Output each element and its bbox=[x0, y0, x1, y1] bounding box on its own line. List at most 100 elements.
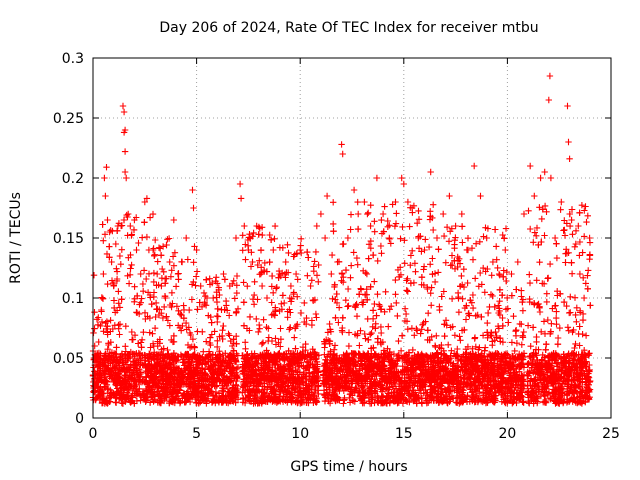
data-point bbox=[576, 252, 583, 259]
data-point bbox=[561, 226, 568, 234]
data-point bbox=[395, 337, 402, 345]
data-point bbox=[548, 320, 555, 327]
data-point bbox=[500, 267, 507, 274]
x-tick-label: 10 bbox=[291, 426, 309, 442]
data-point bbox=[533, 232, 540, 239]
data-point bbox=[415, 216, 423, 223]
data-point bbox=[239, 247, 246, 254]
data-point bbox=[146, 329, 153, 336]
data-point bbox=[448, 347, 455, 354]
data-point bbox=[460, 266, 467, 273]
data-point bbox=[536, 259, 543, 266]
data-point bbox=[518, 341, 525, 348]
data-point bbox=[122, 323, 129, 330]
data-point bbox=[369, 323, 376, 330]
data-point bbox=[508, 339, 516, 346]
data-point bbox=[214, 313, 222, 320]
data-point bbox=[564, 324, 572, 331]
data-point bbox=[495, 302, 502, 309]
data-point bbox=[118, 246, 125, 253]
data-point bbox=[502, 225, 510, 232]
data-point bbox=[442, 317, 450, 324]
data-point bbox=[260, 316, 267, 323]
data-point bbox=[512, 332, 520, 339]
data-point bbox=[242, 241, 249, 248]
data-point bbox=[397, 347, 405, 354]
data-point bbox=[345, 302, 352, 309]
data-point bbox=[540, 280, 548, 287]
data-point bbox=[329, 295, 336, 302]
data-point bbox=[363, 270, 371, 278]
data-point bbox=[294, 321, 301, 328]
data-point bbox=[315, 261, 322, 269]
data-point bbox=[519, 307, 527, 314]
data-point bbox=[476, 238, 483, 245]
data-point bbox=[254, 261, 261, 269]
data-point bbox=[266, 231, 273, 239]
data-point bbox=[472, 240, 480, 247]
data-point bbox=[586, 239, 594, 246]
data-point bbox=[586, 350, 593, 357]
data-point bbox=[567, 293, 574, 300]
data-point bbox=[488, 272, 495, 279]
data-point bbox=[354, 261, 361, 268]
data-point bbox=[270, 289, 277, 296]
data-point bbox=[344, 303, 351, 310]
data-point bbox=[315, 278, 322, 285]
data-point bbox=[216, 348, 223, 355]
data-point bbox=[582, 332, 590, 339]
data-point bbox=[116, 331, 123, 338]
data-point bbox=[242, 339, 249, 346]
data-point bbox=[279, 244, 286, 251]
data-point bbox=[140, 329, 147, 336]
data-point bbox=[409, 247, 416, 254]
data-point bbox=[411, 260, 419, 267]
data-point bbox=[345, 342, 353, 350]
data-point bbox=[168, 267, 175, 274]
data-point bbox=[347, 211, 355, 218]
data-point bbox=[427, 290, 434, 297]
data-point bbox=[147, 344, 154, 351]
data-point bbox=[402, 310, 410, 318]
data-point bbox=[265, 334, 272, 341]
y-tick-label: 0.25 bbox=[53, 111, 84, 127]
data-point bbox=[386, 306, 393, 313]
data-point bbox=[436, 303, 443, 310]
data-point bbox=[277, 343, 284, 350]
data-point bbox=[492, 328, 499, 336]
data-point bbox=[374, 291, 381, 298]
data-point bbox=[458, 272, 465, 280]
data-point bbox=[563, 302, 570, 310]
data-point bbox=[422, 318, 429, 325]
data-point bbox=[340, 400, 347, 407]
data-point bbox=[155, 281, 162, 289]
data-point bbox=[394, 312, 401, 320]
data-point bbox=[464, 235, 472, 242]
data-point bbox=[258, 282, 266, 290]
data-point bbox=[128, 261, 135, 269]
data-point bbox=[484, 319, 491, 327]
data-point bbox=[91, 342, 98, 350]
data-point bbox=[117, 261, 124, 268]
x-tick-label: 0 bbox=[89, 426, 98, 442]
y-tick-label: 0 bbox=[75, 411, 84, 427]
data-point bbox=[247, 263, 255, 270]
data-point bbox=[572, 340, 579, 348]
data-point bbox=[535, 300, 542, 308]
data-point bbox=[438, 341, 445, 349]
data-point bbox=[308, 277, 315, 284]
data-point bbox=[489, 292, 496, 300]
data-point bbox=[259, 231, 266, 239]
data-point bbox=[378, 329, 385, 337]
data-point bbox=[173, 303, 181, 310]
data-point bbox=[301, 299, 308, 307]
data-point bbox=[538, 328, 545, 335]
data-point bbox=[203, 338, 210, 345]
data-point bbox=[384, 217, 391, 225]
data-point bbox=[146, 214, 154, 221]
data-point bbox=[442, 259, 449, 266]
data-point bbox=[186, 306, 193, 314]
data-point bbox=[294, 276, 301, 283]
x-tick-label: 20 bbox=[498, 426, 516, 442]
data-point bbox=[348, 262, 355, 269]
